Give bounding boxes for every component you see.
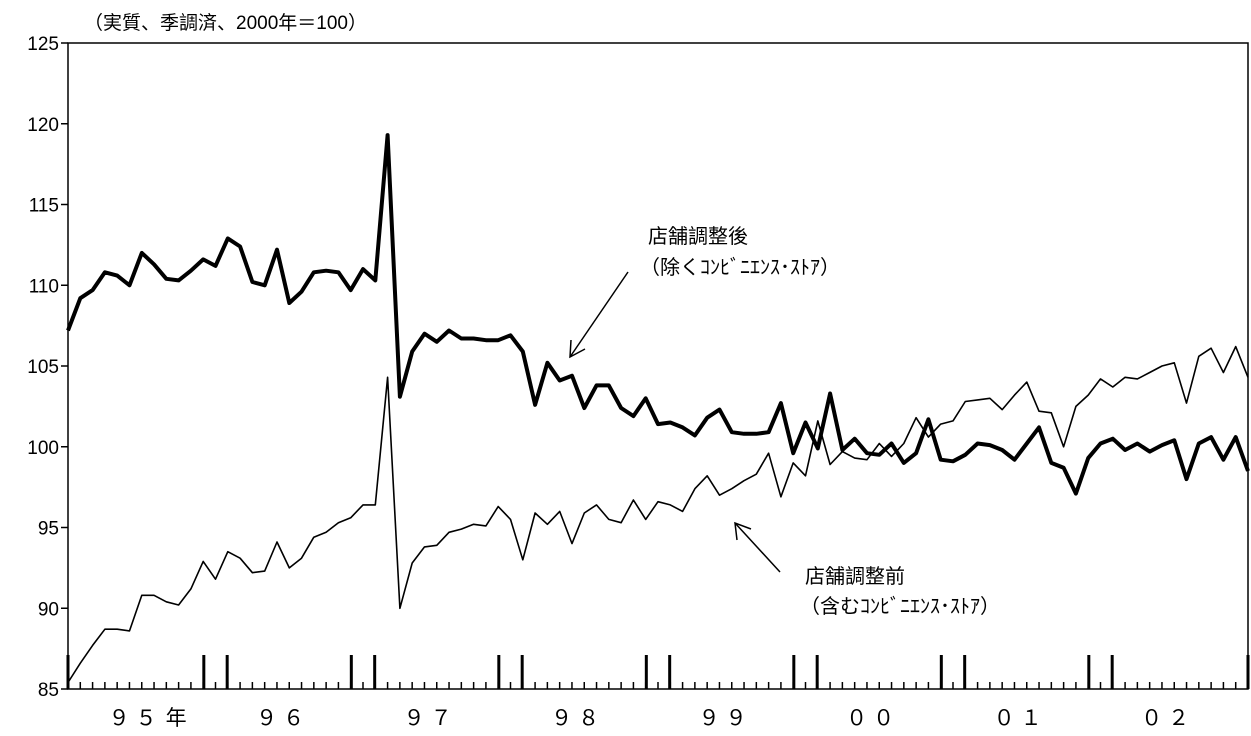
plot-frame [67,42,1249,690]
annotation-unadjusted-line2: （含むｺﾝﾋﾞﾆｴﾝｽ･ｽﾄｱ） [800,595,1000,618]
annotation-unadjusted: 店舗調整前 （含むｺﾝﾋﾞﾆｴﾝｽ･ｽﾄｱ） [734,521,1000,618]
annotation-unadjusted-arrowhead [734,521,752,541]
annotation-adjusted-arrow [569,271,629,358]
annotation-unadjusted-line1: 店舗調整前 [805,565,905,588]
y-tick-label: 115 [29,196,59,217]
unit-note: （実質、季調済、2000年＝100） [84,12,367,34]
y-tick-label: 100 [27,438,59,459]
x-year-label: ９７ [404,707,458,730]
annotation-unadjusted-arrow [734,522,781,573]
x-year-label: ０１ [994,707,1048,730]
x-year-suffix: 年 [166,707,187,730]
x-year-label: ９８ [551,707,605,730]
x-year-label: ００ [846,707,900,730]
series-line-unadjusted [67,345,1249,683]
annotation-adjusted: 店舗調整後 （除くｺﾝﾋﾞﾆｴﾝｽ･ｽﾄｱ） [569,225,840,359]
annotation-adjusted-arrowhead [569,339,586,359]
annotation-adjusted-line1: 店舗調整後 [648,225,748,248]
y-tick-label: 110 [29,276,59,297]
y-tick-label: 85 [38,680,59,701]
y-tick-label: 105 [27,357,59,378]
y-axis: 85 90 95 100 105 110 115 120 125 [27,34,68,701]
y-tick-label: 125 [27,34,59,55]
series-layer [66,133,1250,683]
y-tick-label: 90 [38,599,59,620]
annotation-adjusted-line2: （除くｺﾝﾋﾞﾆｴﾝｽ･ｽﾄｱ） [640,256,840,279]
series-line-adjusted [66,133,1250,496]
y-tick-label: 95 [38,519,59,540]
x-year-label: ９５ [109,707,163,730]
x-year-label: ９６ [256,707,310,730]
x-year-label: ０２ [1141,707,1195,730]
x-axis: ９５ ９６ ９７ ９８ ９９ ００ ０１ ０２ 年 [66,655,1250,730]
x-year-label: ９９ [699,707,753,730]
y-tick-label: 120 [27,115,59,136]
